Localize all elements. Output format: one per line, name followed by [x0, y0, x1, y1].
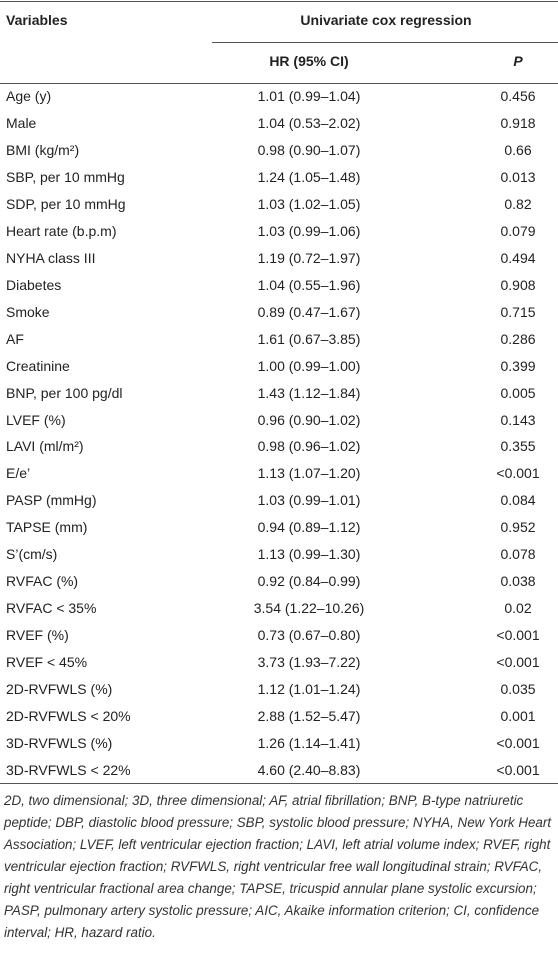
cell-variable: Smoke — [6, 303, 50, 320]
cell-variable: RVEF (%) — [6, 626, 69, 643]
cell-p: <0.001 — [496, 653, 540, 670]
cell-hr: 1.01 (0.99–1.04) — [257, 88, 361, 105]
cell-p: 0.035 — [500, 680, 536, 697]
cell-p: 0.02 — [504, 600, 532, 616]
cell-hr: 1.00 (0.99–1.00) — [257, 357, 361, 374]
cell-p: 0.038 — [500, 573, 536, 590]
cell-variable: 3D-RVFWLS < 22% — [6, 761, 131, 778]
cell-p: 0.078 — [500, 546, 536, 563]
cell-hr: 1.04 (0.53–2.02) — [257, 115, 361, 132]
top-rule — [0, 1, 558, 2]
cell-p: 0.952 — [500, 519, 536, 536]
cell-p: <0.001 — [496, 465, 540, 482]
cell-variable: RVFAC < 35% — [6, 600, 97, 616]
cell-hr: 1.03 (0.99–1.01) — [257, 492, 361, 509]
cell-hr: 1.12 (1.01–1.24) — [257, 680, 361, 697]
cell-hr: 1.04 (0.55–1.96) — [257, 276, 361, 293]
cell-hr: 2.88 (1.52–5.47) — [257, 707, 361, 724]
cell-hr: 1.03 (1.02–1.05) — [257, 196, 361, 213]
cell-hr: 1.13 (0.99–1.30) — [257, 546, 361, 563]
cell-variable: BMI (kg/m²) — [6, 142, 80, 159]
cell-variable: E/e’ — [6, 465, 31, 482]
cell-hr: 0.92 (0.84–0.99) — [257, 573, 361, 590]
cell-hr: 1.61 (0.67–3.85) — [257, 330, 361, 347]
header-group: Univariate cox regression — [300, 12, 472, 28]
header-p: P — [513, 53, 523, 69]
cell-p: <0.001 — [496, 734, 540, 751]
cell-hr: 0.96 (0.90–1.02) — [257, 411, 361, 428]
cell-p: 0.82 — [504, 196, 532, 213]
cell-variable: NYHA class III — [6, 250, 96, 266]
cell-p: 0.66 — [504, 142, 532, 159]
cell-p: 0.355 — [500, 438, 536, 455]
cell-variable: LAVI (ml/m²) — [6, 438, 84, 455]
cell-hr: 1.26 (1.14–1.41) — [257, 734, 361, 751]
cell-hr: 0.73 (0.67–0.80) — [257, 626, 361, 643]
cell-variable: Male — [6, 115, 37, 132]
cell-hr: 1.43 (1.12–1.84) — [257, 384, 361, 401]
cell-hr: 0.94 (0.89–1.12) — [257, 519, 361, 536]
cell-hr: 1.13 (1.07–1.20) — [257, 465, 361, 482]
cell-variable: BNP, per 100 pg/dl — [6, 384, 123, 401]
cell-p: 0.079 — [500, 223, 536, 240]
cell-p: 0.456 — [500, 88, 536, 105]
cell-variable: RVFAC (%) — [6, 573, 79, 590]
cell-p: 0.143 — [500, 411, 536, 428]
cell-p: <0.001 — [496, 761, 540, 778]
cell-hr: 0.89 (0.47–1.67) — [257, 303, 361, 320]
cell-variable: 2D-RVFWLS < 20% — [6, 707, 131, 724]
cell-hr: 3.54 (1.22–10.26) — [253, 600, 365, 616]
cell-hr: 1.19 (0.72–1.97) — [257, 250, 361, 266]
cell-variable: Creatinine — [6, 357, 70, 374]
cell-hr: 1.24 (1.05–1.48) — [257, 169, 361, 186]
cell-variable: 2D-RVFWLS (%) — [6, 680, 113, 697]
cell-variable: Heart rate (b.p.m) — [6, 223, 117, 240]
cell-variable: SBP, per 10 mmHg — [6, 169, 125, 186]
cell-variable: Diabetes — [6, 276, 62, 293]
cell-p: 0.494 — [500, 250, 536, 266]
header-rule — [0, 83, 558, 84]
cell-hr: 0.98 (0.96–1.02) — [257, 438, 361, 455]
cell-p: 0.908 — [500, 276, 536, 293]
cell-p: 0.005 — [500, 384, 536, 401]
cell-hr: 3.73 (1.93–7.22) — [257, 653, 361, 670]
cell-p: 0.001 — [500, 707, 536, 724]
cell-hr: 4.60 (2.40–8.83) — [257, 761, 361, 778]
cell-p: 0.715 — [500, 303, 536, 320]
cell-variable: PASP (mmHg) — [6, 492, 97, 509]
cell-hr: 1.03 (0.99–1.06) — [257, 223, 361, 240]
cell-p: 0.918 — [500, 115, 536, 132]
cell-p: <0.001 — [496, 626, 540, 643]
cell-variable: S’(cm/s) — [6, 546, 58, 563]
cell-variable: SDP, per 10 mmHg — [6, 196, 126, 213]
bottom-rule — [0, 783, 558, 784]
cell-variable: TAPSE (mm) — [6, 519, 88, 536]
cell-variable: Age (y) — [6, 88, 52, 105]
cell-p: 0.084 — [500, 492, 536, 509]
cell-variable: 3D-RVFWLS (%) — [6, 734, 113, 751]
cell-p: 0.286 — [500, 330, 536, 347]
cell-variable: AF — [6, 330, 24, 347]
cell-p: 0.013 — [500, 169, 536, 186]
group-rule — [212, 42, 558, 43]
cell-variable: RVEF < 45% — [6, 653, 88, 670]
cell-hr: 0.98 (0.90–1.07) — [257, 142, 361, 159]
cell-p: 0.399 — [500, 357, 536, 374]
cell-variable: LVEF (%) — [6, 411, 66, 428]
header-variables: Variables — [6, 12, 68, 28]
header-hr: HR (95% CI) — [269, 53, 349, 69]
footnote: 2D, two dimensional; 3D, three dimension… — [4, 793, 552, 940]
